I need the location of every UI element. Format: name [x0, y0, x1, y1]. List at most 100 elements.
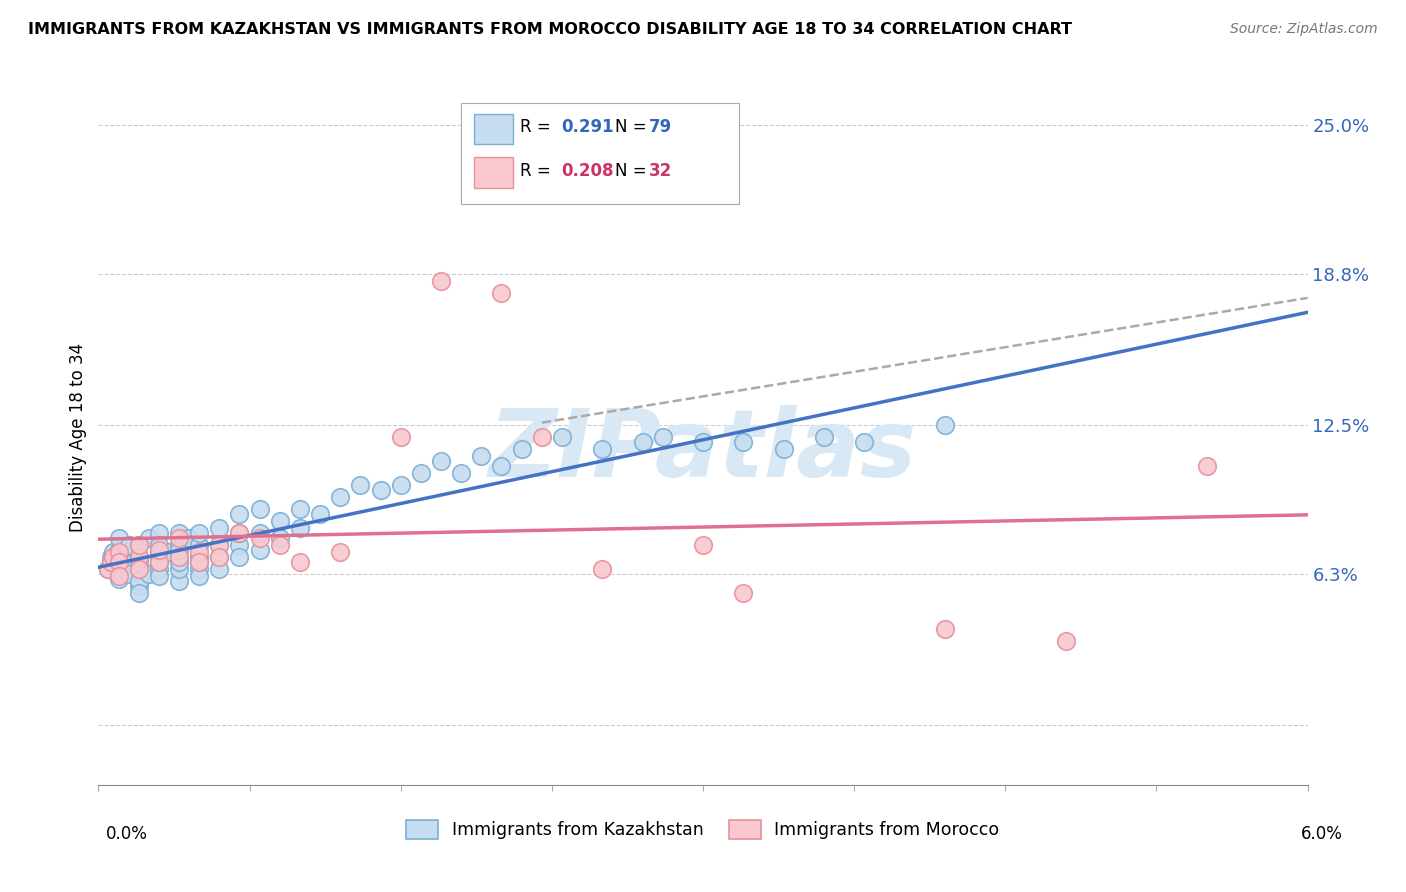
- Point: [167, 562, 190, 576]
- Point: [208, 521, 231, 535]
- Point: [470, 450, 492, 464]
- Point: [107, 572, 129, 586]
- Text: 0.208: 0.208: [561, 162, 614, 180]
- Point: [107, 545, 129, 559]
- Point: [591, 562, 613, 576]
- Point: [430, 274, 453, 288]
- Point: [167, 574, 190, 588]
- Point: [269, 538, 291, 552]
- Point: [551, 430, 574, 444]
- Point: [188, 545, 211, 559]
- Point: [733, 586, 755, 600]
- Point: [138, 531, 160, 545]
- Point: [167, 526, 190, 541]
- Point: [100, 549, 122, 564]
- Point: [249, 526, 271, 541]
- Point: [288, 555, 311, 569]
- Point: [450, 466, 472, 480]
- Point: [148, 542, 170, 557]
- Point: [269, 514, 291, 528]
- Point: [288, 502, 311, 516]
- Point: [138, 566, 160, 581]
- Point: [249, 542, 271, 557]
- Point: [370, 483, 392, 497]
- Point: [530, 430, 553, 444]
- Text: N =: N =: [614, 119, 647, 136]
- Point: [1054, 634, 1077, 648]
- Point: [692, 538, 714, 552]
- Point: [100, 555, 122, 569]
- Point: [188, 555, 211, 569]
- Point: [208, 549, 231, 564]
- Point: [128, 538, 150, 552]
- Point: [179, 531, 201, 545]
- Point: [1195, 458, 1218, 473]
- Point: [491, 286, 513, 301]
- Point: [128, 555, 150, 569]
- Text: 32: 32: [648, 162, 672, 180]
- Text: 0.0%: 0.0%: [105, 825, 148, 843]
- Point: [148, 538, 170, 552]
- Point: [148, 549, 170, 564]
- Point: [349, 478, 371, 492]
- Point: [288, 521, 311, 535]
- Point: [128, 574, 150, 588]
- Point: [128, 562, 150, 576]
- Text: N =: N =: [614, 162, 647, 180]
- Point: [157, 545, 180, 559]
- Point: [591, 442, 613, 456]
- FancyBboxPatch shape: [474, 157, 513, 188]
- Point: [148, 555, 170, 569]
- Point: [208, 538, 231, 552]
- Point: [107, 552, 129, 566]
- Point: [148, 526, 170, 541]
- Point: [389, 478, 412, 492]
- Point: [188, 569, 211, 583]
- Point: [107, 555, 129, 569]
- Point: [128, 549, 150, 564]
- Point: [934, 622, 956, 636]
- Point: [510, 442, 533, 456]
- Text: 0.291: 0.291: [561, 119, 614, 136]
- Text: Source: ZipAtlas.com: Source: ZipAtlas.com: [1230, 22, 1378, 37]
- Point: [309, 507, 332, 521]
- Point: [167, 549, 190, 564]
- Point: [188, 538, 211, 552]
- Point: [167, 531, 190, 545]
- Point: [228, 526, 250, 541]
- Point: [167, 555, 190, 569]
- Point: [853, 434, 876, 449]
- Point: [128, 538, 150, 552]
- Point: [228, 526, 250, 541]
- Point: [430, 454, 453, 468]
- Point: [208, 538, 231, 552]
- Point: [409, 466, 432, 480]
- Point: [934, 418, 956, 433]
- Text: ZIPatlas: ZIPatlas: [489, 405, 917, 497]
- Text: R =: R =: [520, 162, 557, 180]
- FancyBboxPatch shape: [461, 103, 740, 204]
- Point: [97, 562, 120, 576]
- Point: [188, 526, 211, 541]
- Point: [329, 545, 352, 559]
- Point: [228, 538, 250, 552]
- Point: [103, 555, 125, 569]
- Point: [269, 531, 291, 545]
- Point: [118, 566, 141, 581]
- Point: [249, 531, 271, 545]
- Point: [167, 542, 190, 557]
- Point: [813, 430, 835, 444]
- Point: [118, 558, 141, 572]
- Point: [692, 434, 714, 449]
- Point: [228, 507, 250, 521]
- Point: [101, 545, 124, 559]
- FancyBboxPatch shape: [474, 113, 513, 145]
- Point: [128, 586, 150, 600]
- Point: [651, 430, 673, 444]
- Point: [148, 562, 170, 576]
- Point: [148, 569, 170, 583]
- Point: [389, 430, 412, 444]
- Point: [167, 538, 190, 552]
- Y-axis label: Disability Age 18 to 34: Disability Age 18 to 34: [69, 343, 87, 532]
- Legend: Immigrants from Kazakhstan, Immigrants from Morocco: Immigrants from Kazakhstan, Immigrants f…: [399, 813, 1007, 846]
